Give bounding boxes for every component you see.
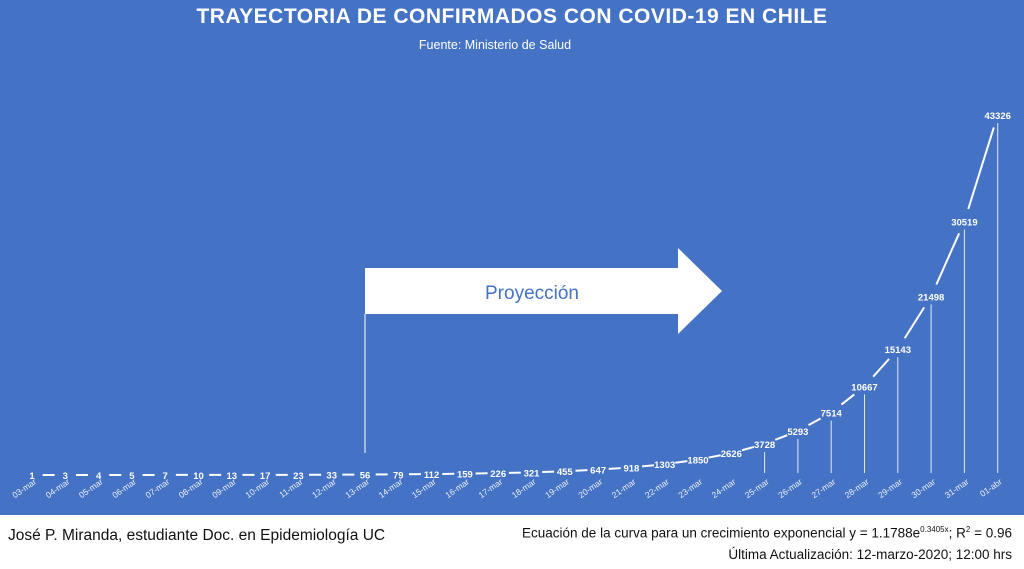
x-tick-label: 20-mar: [576, 476, 604, 500]
series-line-segment: [675, 460, 688, 464]
data-label: 159: [457, 470, 473, 481]
series-line-segment: [608, 467, 621, 470]
series-line-segment: [840, 393, 855, 406]
x-tick-label: 31-mar: [943, 476, 971, 500]
equation-text: Ecuación de la curva para un crecimiento…: [522, 525, 1012, 541]
r2-value: = 0.96: [970, 525, 1012, 541]
equation-suffix: ; R: [948, 525, 966, 541]
x-tick-label: 18-mar: [510, 476, 538, 500]
data-label: 112: [424, 470, 439, 481]
chart-title: TRAYECTORIA DE CONFIRMADOS CON COVID-19 …: [196, 5, 828, 28]
series-line-segment: [903, 306, 926, 339]
data-label: 1850: [687, 456, 708, 467]
data-label: 1303: [654, 460, 675, 471]
series-line-segment: [808, 417, 822, 426]
x-tick-label: 04-mar: [44, 476, 72, 500]
data-label: 455: [557, 467, 574, 478]
last-updated: Última Actualización: 12-marzo-2020; 12:…: [728, 547, 1012, 562]
data-label: 5293: [787, 427, 808, 438]
x-tick-label: 30-mar: [909, 476, 937, 500]
series-line-segment: [575, 469, 588, 472]
x-tick-label: 03-mar: [10, 476, 38, 500]
x-tick-label: 11-mar: [277, 476, 304, 499]
data-label: 1: [29, 471, 35, 482]
x-tick-label: 09-mar: [210, 476, 238, 500]
x-tick-label: 23-mar: [676, 476, 704, 500]
series-line-segment: [967, 127, 995, 210]
data-label: 918: [623, 463, 639, 474]
x-tick-label: 28-mar: [843, 476, 871, 500]
x-tick-label: 05-mar: [77, 476, 105, 500]
footer: José P. Miranda, estudiante Doc. en Epid…: [0, 515, 1024, 569]
x-tick-label: 12-mar: [310, 476, 338, 500]
x-tick-label: 10-mar: [243, 476, 271, 500]
data-label: 3728: [754, 440, 775, 451]
x-tick-label: 27-mar: [810, 476, 838, 500]
data-label: 13: [227, 471, 238, 482]
x-tick-label: 01-abr: [978, 476, 1004, 498]
x-tick-label: 07-mar: [144, 476, 172, 500]
projection-arrow: [365, 248, 722, 334]
series-line-segment: [872, 358, 890, 378]
x-tick-label: 13-mar: [343, 476, 371, 500]
x-tick-label: 14-mar: [377, 476, 405, 500]
data-label: 5: [129, 471, 135, 482]
x-tick-label: 24-mar: [710, 476, 738, 500]
x-tick-label: 25-mar: [743, 476, 771, 500]
series-line-segment: [708, 454, 721, 459]
x-tick-label: 29-mar: [876, 476, 904, 500]
series-line-segment: [935, 232, 961, 285]
data-label: 3: [63, 471, 68, 482]
data-label: 4: [96, 471, 102, 482]
data-label: 43326: [984, 111, 1010, 122]
x-tick-label: 21-mar: [610, 476, 638, 500]
data-label: 17: [260, 471, 271, 482]
projection-label: Proyección: [485, 283, 579, 304]
data-label: 30519: [951, 217, 977, 228]
series-line-segment: [741, 445, 755, 452]
data-label: 56: [360, 471, 371, 482]
data-label: 226: [490, 469, 506, 480]
chart-area: Proyección 1 3 4 5 7 10 13 17 23 33 56 79 112 159 226 32…: [0, 0, 1024, 515]
data-label: 7514: [821, 409, 843, 420]
data-label: 321: [524, 468, 541, 479]
x-tick-label: 26-mar: [776, 476, 804, 500]
data-label: 21498: [918, 292, 944, 303]
data-label: 79: [393, 470, 404, 481]
chart-subtitle: Fuente: Ministerio de Salud: [418, 38, 572, 52]
equation-prefix: Ecuación de la curva para un crecimiento…: [522, 525, 921, 541]
x-tick-label: 19-mar: [543, 476, 571, 500]
x-tick-label: 08-mar: [177, 476, 205, 500]
data-label: 10: [193, 471, 204, 482]
data-label: 647: [590, 466, 606, 477]
x-tick-label: 06-mar: [110, 476, 138, 500]
series-line-segment: [774, 434, 788, 441]
author-credit: José P. Miranda, estudiante Doc. en Epid…: [8, 527, 386, 544]
series-line-segment: [641, 464, 655, 468]
data-label: 2626: [721, 449, 742, 460]
r2-exponent: 2: [965, 525, 971, 534]
data-label: 7: [163, 471, 168, 482]
data-label: 10667: [851, 382, 877, 393]
x-tick-label: 22-mar: [643, 476, 671, 500]
equation-exponent: 0.3405x: [920, 525, 949, 534]
data-label: 33: [326, 471, 337, 482]
data-label: 23: [293, 471, 304, 482]
data-label: 15143: [885, 345, 911, 356]
